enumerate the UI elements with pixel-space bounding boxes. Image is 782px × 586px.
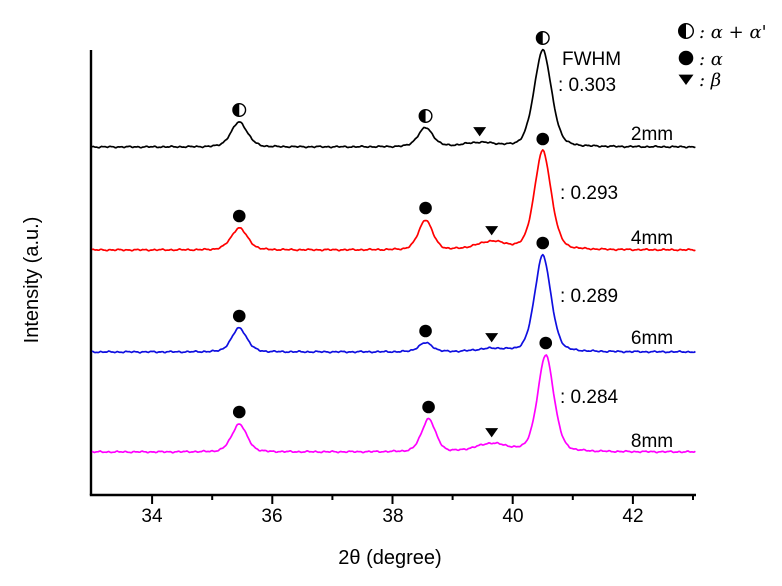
y-axis-title: Intensity (a.u.) <box>21 217 43 344</box>
peak-8mm-alpha-circle-marker <box>232 405 246 419</box>
series-label-2mm: 2mm <box>631 124 673 145</box>
x-tick-label-34: 34 <box>141 506 163 527</box>
legend-beta-triangle-marker <box>678 74 694 85</box>
fwhm-value-2mm: : 0.303 <box>558 75 616 96</box>
peak-4mm-beta-triangle-marker <box>485 226 499 236</box>
series-curve-6mm <box>91 253 696 354</box>
x-tick-label-42: 42 <box>622 506 643 527</box>
series-label-4mm: 4mm <box>631 228 673 249</box>
fwhm-header: FWHM <box>562 49 621 70</box>
legend-alpha-circle-marker <box>678 50 694 66</box>
x-tick-label-38: 38 <box>382 506 403 527</box>
series-curve-4mm <box>91 149 696 252</box>
series-label-6mm: 6mm <box>631 328 673 349</box>
x-tick-label-40: 40 <box>502 506 523 527</box>
series-curve-8mm <box>91 354 696 454</box>
peak-4mm-alpha-circle-marker <box>232 209 246 223</box>
fwhm-value-8mm: : 0.284 <box>560 387 619 408</box>
legend-label-alpha: : α <box>699 49 723 70</box>
chart-generated-layer <box>91 23 696 504</box>
peak-8mm-alpha-circle-marker <box>539 336 553 350</box>
peak-6mm-alpha-circle-marker <box>232 309 246 323</box>
peak-2mm-half-circle-fill <box>536 31 543 45</box>
peak-6mm-beta-triangle-marker <box>485 333 499 343</box>
fwhm-value-6mm: : 0.289 <box>560 286 618 307</box>
peak-4mm-alpha-circle-marker <box>536 132 550 146</box>
x-axis-title: 2θ (degree) <box>338 547 441 569</box>
legend: : α + α' : α : β <box>699 22 767 91</box>
peak-6mm-alpha-circle-marker <box>419 324 432 338</box>
peak-4mm-alpha-circle-marker <box>419 201 432 215</box>
peak-8mm-beta-triangle-marker <box>485 428 499 438</box>
peak-8mm-alpha-circle-marker <box>422 400 435 414</box>
legend-half-circle-fill <box>678 23 686 39</box>
peak-2mm-beta-triangle-marker <box>473 127 487 137</box>
peak-6mm-alpha-circle-marker <box>536 236 550 250</box>
x-tick-label-36: 36 <box>261 506 282 527</box>
fwhm-value-4mm: : 0.293 <box>560 183 618 204</box>
series-label-8mm: 8mm <box>631 431 673 452</box>
series-curve-2mm <box>91 48 696 149</box>
legend-label-alpha-alpha-prime: : α + α' <box>699 22 767 43</box>
peak-2mm-half-circle-fill <box>232 103 240 117</box>
peak-2mm-half-circle-fill <box>419 109 426 123</box>
legend-label-beta: : β <box>699 70 721 91</box>
